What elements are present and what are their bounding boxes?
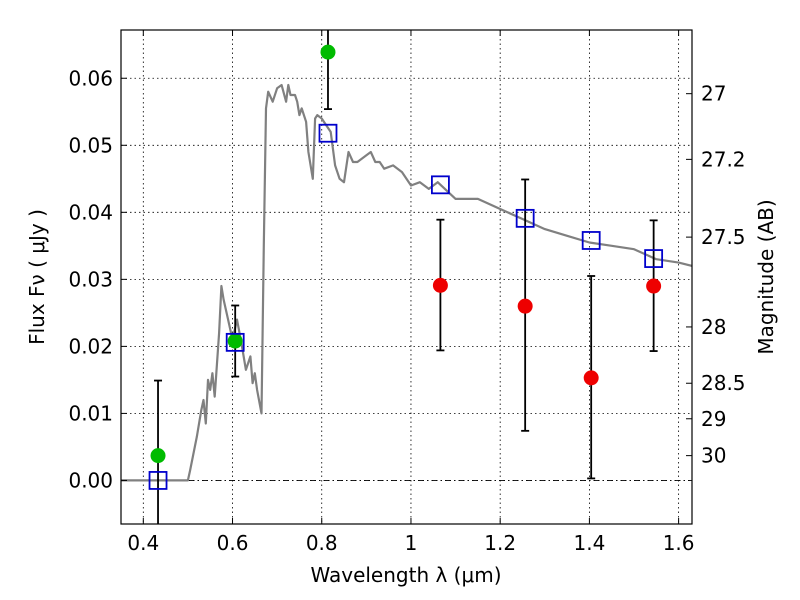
right-tick-label: 28 xyxy=(701,315,726,339)
x-tick-label: 1 xyxy=(405,531,418,555)
axis-ticks: 0.4 0.6 0.8 1 1.2 1.4 1.6 0.00 0.01 0.02 0.03 0.04 0… xyxy=(68,30,746,555)
y-tick-label: 0.04 xyxy=(68,200,113,224)
upper-limit-point xyxy=(646,278,662,294)
model-spectrum-line xyxy=(121,83,692,482)
plot-area xyxy=(121,30,692,524)
x-tick-label: 1.4 xyxy=(573,531,605,555)
x-tick-label: 1.6 xyxy=(663,531,695,555)
y-axis-title: Flux Fν ( μJy ) xyxy=(25,209,49,345)
right-tick-label: 30 xyxy=(701,444,726,468)
y-tick-label: 0.06 xyxy=(68,66,113,90)
upper-limit-point xyxy=(517,298,533,314)
x-tick-label: 0.6 xyxy=(217,531,249,555)
model-flux-square xyxy=(431,175,450,195)
plot-clipped xyxy=(121,30,692,524)
y-tick-label: 0.01 xyxy=(68,401,113,425)
x-tick-label: 0.4 xyxy=(127,531,159,555)
model-flux-square xyxy=(225,332,245,352)
detection-point xyxy=(227,333,243,349)
y-tick-label: 0.03 xyxy=(68,267,113,291)
x-tick-label: 0.8 xyxy=(306,531,338,555)
y-tick-label: 0.05 xyxy=(68,133,113,157)
x-axis-title: Wavelength λ (μm) xyxy=(310,563,501,587)
grid-lines xyxy=(121,30,692,524)
right-tick-label: 29 xyxy=(701,407,726,431)
model-flux-square xyxy=(644,249,664,268)
model-flux-square xyxy=(515,208,535,228)
right-tick-label: 27.5 xyxy=(701,225,746,249)
model-flux-square xyxy=(318,123,338,143)
y-tick-label: 0.02 xyxy=(68,334,113,358)
model-flux-square xyxy=(581,231,601,250)
model-flux-square xyxy=(148,471,168,490)
x-tick-label: 1.2 xyxy=(484,531,516,555)
plot-frame xyxy=(120,29,693,525)
upper-limit-point xyxy=(432,277,448,293)
y-tick-label: 0.00 xyxy=(68,468,113,492)
right-tick-label: 28.5 xyxy=(701,371,746,395)
detection-point xyxy=(150,448,166,464)
right-axis-title: Magnitude (AB) xyxy=(754,199,778,354)
right-tick-label: 27.2 xyxy=(701,147,746,171)
detection-point xyxy=(320,44,336,60)
upper-limit-point xyxy=(583,370,599,386)
right-tick-label: 27 xyxy=(701,82,726,106)
